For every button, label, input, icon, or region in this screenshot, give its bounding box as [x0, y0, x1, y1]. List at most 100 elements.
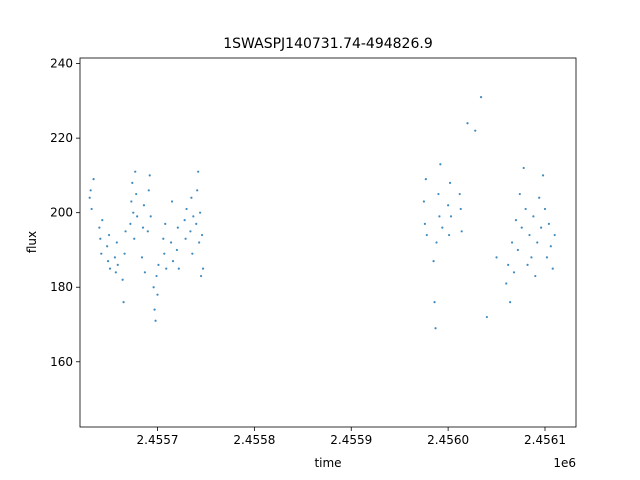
- data-point: [510, 241, 514, 244]
- x-axis-offset-label: 1e6: [553, 456, 576, 470]
- x-tick-label: 2.4558: [233, 433, 275, 447]
- data-point: [538, 196, 541, 199]
- data-point: [140, 256, 144, 259]
- data-point: [106, 245, 109, 248]
- data-point: [113, 256, 116, 259]
- data-point: [190, 196, 193, 199]
- data-point: [528, 233, 531, 237]
- x-axis-label: time: [314, 456, 341, 470]
- chart-title: 1SWASPJ140731.74-494826.9: [223, 36, 432, 52]
- data-point: [532, 215, 535, 218]
- data-point: [520, 226, 523, 229]
- data-point: [170, 200, 174, 203]
- data-point: [199, 274, 203, 278]
- data-point: [176, 226, 179, 229]
- data-point: [162, 237, 165, 240]
- data-point: [196, 189, 199, 192]
- x-tick-label: 2.4557: [137, 433, 179, 447]
- data-point: [106, 260, 110, 263]
- data-point: [184, 237, 187, 240]
- data-point: [200, 233, 204, 237]
- data-point: [122, 301, 125, 304]
- data-point: [505, 282, 508, 285]
- data-point: [177, 267, 180, 270]
- data-point: [157, 263, 160, 266]
- data-point: [99, 237, 102, 240]
- data-point: [449, 215, 453, 218]
- data-point: [152, 286, 155, 289]
- x-axis-ticks: 2.4557 2.4558 2.4559 2.4560 2.4561: [137, 427, 566, 447]
- data-point: [516, 248, 519, 252]
- data-point: [135, 192, 138, 196]
- data-point: [524, 207, 527, 211]
- data-point: [536, 241, 539, 244]
- data-point: [459, 207, 462, 211]
- plot-frame: [79, 57, 577, 428]
- data-point: [136, 215, 139, 218]
- data-point: [148, 174, 151, 177]
- data-point: [547, 222, 550, 225]
- data-point: [447, 204, 450, 207]
- data-point: [143, 271, 147, 274]
- data-point: [198, 241, 201, 244]
- data-point: [507, 263, 510, 266]
- data-point: [479, 96, 483, 99]
- data-point: [518, 192, 521, 196]
- data-point: [107, 233, 111, 237]
- data-point: [129, 222, 132, 225]
- data-point: [163, 252, 166, 255]
- data-point: [201, 267, 205, 270]
- data-point: [189, 230, 192, 233]
- data-point: [90, 207, 93, 211]
- data-point: [89, 189, 92, 192]
- data-point: [543, 207, 547, 211]
- data-point: [175, 248, 178, 252]
- data-point: [149, 215, 152, 218]
- y-tick-label: 240: [50, 57, 73, 71]
- data-point: [100, 252, 103, 255]
- data-point: [142, 204, 146, 207]
- data-point: [108, 267, 112, 270]
- data-point: [133, 237, 136, 240]
- data-point: [154, 319, 157, 322]
- y-tick-label: 220: [50, 131, 73, 145]
- data-point: [485, 315, 488, 319]
- data-point: [435, 241, 438, 244]
- data-point: [146, 230, 149, 233]
- data-point: [101, 219, 104, 222]
- data-point: [522, 166, 525, 170]
- data-point: [460, 230, 463, 233]
- data-point: [124, 230, 127, 233]
- x-tick-label: 2.4560: [427, 433, 469, 447]
- data-point: [514, 219, 518, 222]
- data-point: [534, 274, 537, 278]
- data-point: [164, 222, 167, 225]
- data-point: [115, 241, 118, 244]
- y-tick-label: 200: [50, 206, 73, 220]
- data-point: [526, 263, 529, 266]
- data-point: [130, 200, 133, 203]
- data-point: [197, 170, 200, 173]
- data-point: [437, 192, 440, 196]
- data-point: [195, 222, 198, 225]
- data-point: [424, 178, 427, 181]
- data-point: [191, 252, 194, 255]
- data-point: [466, 122, 469, 125]
- data-point: [495, 256, 498, 259]
- data-point: [156, 293, 159, 296]
- data-point: [432, 260, 435, 263]
- data-point: [132, 211, 135, 214]
- data-point: [116, 263, 119, 266]
- data-point: [123, 252, 126, 255]
- data-point: [92, 178, 95, 181]
- data-point: [141, 226, 145, 229]
- y-tick-label: 160: [50, 355, 73, 369]
- data-point: [192, 215, 195, 218]
- data-point: [169, 241, 173, 244]
- data-point: [98, 226, 101, 229]
- data-point: [540, 226, 543, 229]
- data-point: [549, 245, 552, 248]
- data-point: [512, 271, 516, 274]
